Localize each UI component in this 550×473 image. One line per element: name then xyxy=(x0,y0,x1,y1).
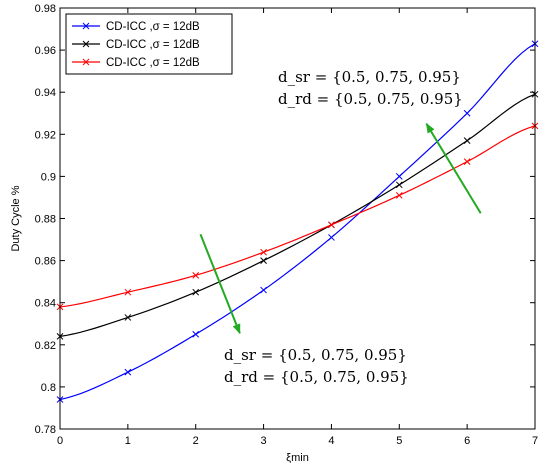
y-tick-label: 0.96 xyxy=(35,45,56,57)
annotation-line-1: d_sr = {0.5, 0.75, 0.95} xyxy=(278,68,461,86)
x-marker xyxy=(463,137,471,144)
marker-stroke xyxy=(124,288,132,296)
annotation-upper: d_sr = {0.5, 0.75, 0.95} d_rd = {0.5, 0.7… xyxy=(278,68,482,214)
x-marker xyxy=(395,173,403,180)
annotation-arrow xyxy=(425,122,482,214)
x-tick-label: 5 xyxy=(396,435,402,447)
marker-stroke xyxy=(463,137,471,144)
x-marker xyxy=(124,314,132,321)
y-tick-label: 0.8 xyxy=(41,382,56,394)
y-axis-label: Duty Cycle % xyxy=(10,185,22,251)
series-line xyxy=(59,93,536,337)
marker-stroke xyxy=(395,181,403,189)
marker-stroke xyxy=(124,368,132,376)
marker-stroke xyxy=(192,288,200,296)
x-tick-label: 4 xyxy=(328,435,334,447)
plot-area xyxy=(60,8,535,429)
x-marker xyxy=(328,234,335,241)
marker-stroke xyxy=(192,330,200,338)
marker-stroke xyxy=(463,109,471,117)
marker-stroke xyxy=(82,22,90,30)
marker-stroke xyxy=(260,257,267,264)
marker-stroke xyxy=(395,173,403,180)
x-tick-label: 1 xyxy=(125,435,131,447)
y-tick-label: 0.88 xyxy=(35,214,56,226)
x-marker xyxy=(395,181,403,189)
x-marker xyxy=(192,271,200,279)
x-marker xyxy=(192,288,200,296)
series-2 xyxy=(56,122,539,311)
legend: CD-ICC ,σ = 12dB CD-ICC ,σ = 12dB CD-ICC ,… xyxy=(65,13,233,75)
y-tick-label: 0.92 xyxy=(35,129,56,141)
x-marker xyxy=(124,368,132,376)
x-tick-label: 6 xyxy=(464,435,470,447)
y-tick-label: 0.98 xyxy=(35,3,56,15)
x-marker xyxy=(260,257,267,264)
annotation-arrow xyxy=(199,233,241,335)
legend-entry: CD-ICC ,σ = 12dB xyxy=(106,21,200,33)
annotations: d_sr = {0.5, 0.75, 0.95} d_rd = {0.5, 0.7… xyxy=(199,68,482,386)
x-marker xyxy=(395,191,403,199)
x-tick-label: 0 xyxy=(57,435,63,447)
marker-stroke xyxy=(328,234,335,241)
marker-stroke xyxy=(260,248,267,256)
legend-entry: CD-ICC ,σ = 12dB xyxy=(106,39,200,51)
y-tick-label: 0.94 xyxy=(35,87,56,99)
annotation-line-1: d_sr = {0.5, 0.75, 0.95} xyxy=(224,346,407,364)
x-marker xyxy=(260,286,267,294)
x-tick-label: 2 xyxy=(193,435,199,447)
series-line xyxy=(59,125,536,308)
annotation-line-2: d_rd = {0.5, 0.75, 0.95} xyxy=(224,368,409,386)
legend-entry: CD-ICC ,σ = 12dB xyxy=(106,57,200,69)
x-tick-label: 7 xyxy=(532,435,538,447)
plot-frame xyxy=(59,7,536,430)
y-tick-label: 0.84 xyxy=(35,298,56,310)
x-tick-label: 3 xyxy=(261,435,267,447)
x-marker xyxy=(463,158,471,166)
marker-stroke xyxy=(328,221,335,229)
annotation-lower: d_sr = {0.5, 0.75, 0.95} d_rd = {0.5, 0.7… xyxy=(199,233,409,386)
x-marker xyxy=(192,330,200,338)
x-axis-label: ξmin xyxy=(286,452,309,464)
axis-labels: 0 1 2 3 4 5 6 7 0.78 0.8 0.82 0.84 0.86 0.88 0.9 0.92 0.… xyxy=(10,3,538,464)
x-marker xyxy=(82,40,90,48)
y-tick-label: 0.78 xyxy=(35,424,56,436)
x-marker xyxy=(82,22,90,30)
x-marker xyxy=(463,109,471,117)
marker-stroke xyxy=(82,40,90,48)
marker-stroke xyxy=(395,191,403,199)
x-marker xyxy=(124,288,132,296)
marker-stroke xyxy=(192,271,200,279)
marker-stroke xyxy=(124,314,132,321)
x-marker xyxy=(82,58,90,66)
y-tick-label: 0.9 xyxy=(41,171,56,183)
series-0 xyxy=(56,40,539,403)
x-marker xyxy=(260,248,267,256)
marker-stroke xyxy=(260,286,267,294)
annotation-line-2: d_rd = {0.5, 0.75, 0.95} xyxy=(278,90,463,108)
axis-ticks xyxy=(59,7,536,430)
marker-stroke xyxy=(463,158,471,166)
y-tick-label: 0.82 xyxy=(35,340,56,352)
y-tick-label: 0.86 xyxy=(35,256,56,268)
marker-stroke xyxy=(82,58,90,66)
x-marker xyxy=(328,221,335,229)
series-line xyxy=(59,43,536,401)
